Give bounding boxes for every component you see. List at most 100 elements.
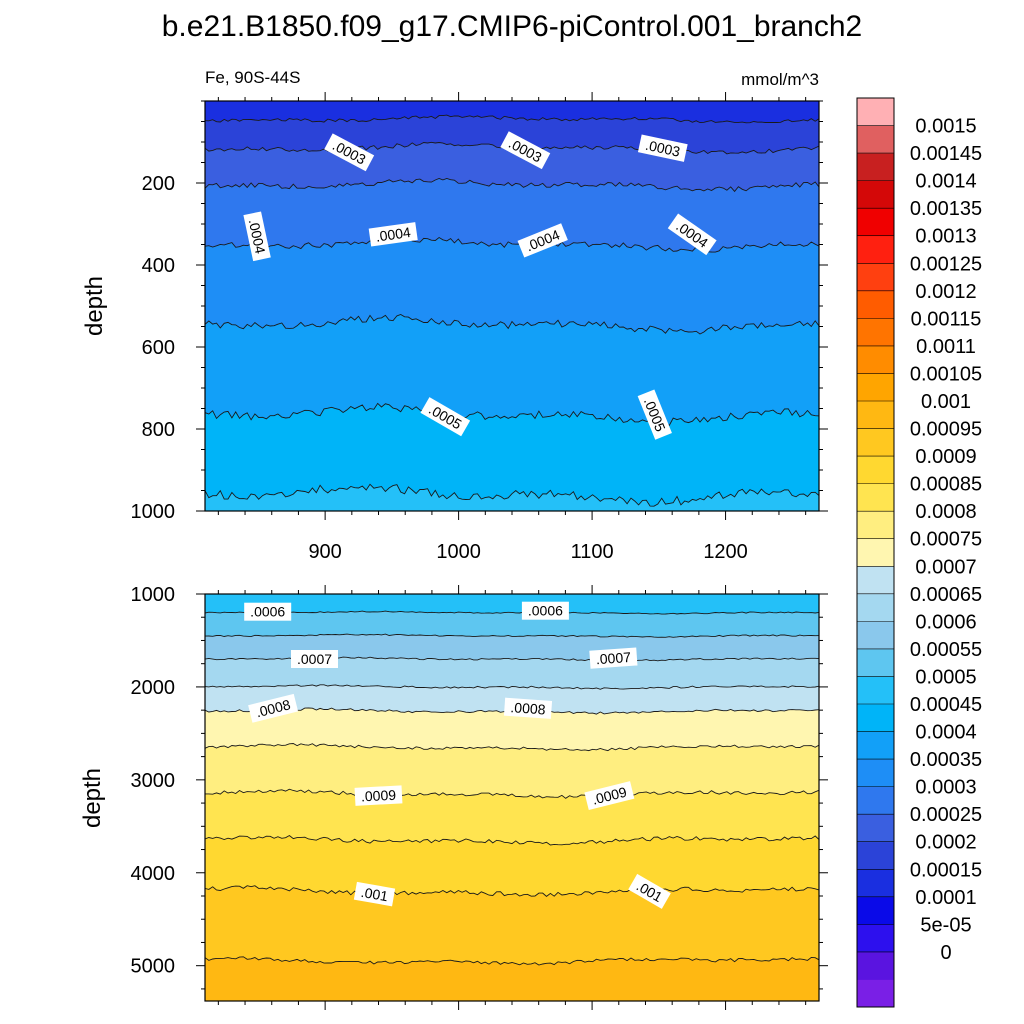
contour-line [205, 314, 819, 335]
y-tick-label: 200 [142, 173, 175, 195]
colorbar-label: 0.0002 [915, 832, 976, 854]
contour-label: .0006 [521, 601, 569, 620]
contour-line [205, 236, 819, 253]
colorbar-swatch [857, 290, 894, 319]
colorbar-swatch [857, 263, 894, 292]
contour-label-bg [368, 222, 418, 247]
contour-line [205, 483, 819, 507]
colorbar-swatch [857, 896, 894, 925]
y-tick-label: 800 [142, 419, 175, 441]
colorbar-label: 0.00085 [910, 474, 982, 496]
contour-line [205, 956, 819, 966]
colorbar-label: 0.00075 [910, 529, 982, 551]
colorbar-swatch [857, 951, 894, 980]
colorbar-swatch [857, 345, 894, 374]
panel-units-label: mmol/m^3 [741, 70, 819, 89]
contour-line [205, 834, 819, 846]
colorbar-swatch [857, 759, 894, 788]
axes-upper: 900 1000 1100 1200 200 400 600 800 1000 [131, 92, 828, 563]
contour-label-bg [354, 785, 403, 806]
colorbar-swatch [857, 924, 894, 953]
colorbar-swatch [857, 511, 894, 540]
contour-line [205, 178, 819, 193]
colorbar-label: 0.0006 [915, 611, 976, 633]
contour-label: .0003 [637, 134, 688, 162]
colorbar-label: 0.00055 [910, 639, 982, 661]
contour-line [205, 684, 819, 690]
colorbar-swatch [857, 786, 894, 815]
colorbar-swatch [857, 841, 894, 870]
x-tick-label: 1200 [703, 541, 748, 563]
contour-line [205, 114, 819, 124]
colorbar-swatch [857, 676, 894, 705]
colorbar-swatch [857, 621, 894, 650]
colorbar: 0.0015 0.00145 0.0014 0.00135 0.0013 0.00125 0… [856, 97, 982, 1008]
colorbar-swatch [857, 125, 894, 154]
contour-label: .0004 [368, 222, 418, 247]
panel-upper: Fe, 90S-44S mmol/m^3 depth .0003.0003.00… [81, 68, 828, 563]
contour-line [205, 743, 819, 752]
colorbar-label: 0.00115 [911, 308, 982, 330]
x-tick-label: 1000 [436, 541, 481, 563]
colorbar-swatch [857, 456, 894, 485]
colorbar-swatch [857, 373, 894, 402]
contour-label: .0006 [244, 602, 292, 621]
contour-label-bg [503, 697, 553, 719]
colorbar-swatch [857, 318, 894, 347]
colorbar-label: 0.00105 [910, 363, 982, 385]
contour-label-bg [244, 602, 292, 621]
colorbar-swatch [857, 869, 894, 898]
colorbar-label: 0.0005 [915, 666, 976, 688]
contour-label-bg [420, 397, 471, 437]
colorbar-label: 0.00045 [910, 694, 982, 716]
colorbar-label: 0.00035 [910, 749, 982, 771]
colorbar-label: 0.0004 [915, 722, 976, 744]
colorbar-label: 0.00095 [910, 419, 982, 441]
colorbar-label: 5e-05 [920, 914, 971, 936]
y-tick-label: 1000 [131, 501, 176, 523]
contour-label-bg [248, 693, 299, 723]
contour-label-bg [628, 873, 671, 909]
x-tick-label: 1100 [571, 541, 614, 563]
contour-lines-upper [205, 114, 819, 507]
contour-band [205, 956, 819, 1001]
contour-label-text: .0004 [375, 224, 412, 245]
colorbar-swatch [857, 153, 894, 182]
y-tick-label: 600 [142, 337, 175, 359]
chart-title: b.e21.B1850.f09_g17.CMIP6-piControl.001_… [162, 10, 863, 43]
colorbar-label: 0.00145 [910, 143, 982, 165]
x-tick-label: 900 [308, 541, 341, 563]
colorbar-swatch [857, 483, 894, 512]
y-tick-label: 2000 [131, 677, 176, 699]
contour-line [205, 402, 819, 426]
contour-label-bg [291, 650, 338, 668]
colorbar-swatch [857, 648, 894, 677]
contour-label: .0007 [291, 650, 338, 668]
contour-label: .0008 [503, 697, 553, 719]
colorbar-label: 0.0011 [916, 336, 976, 358]
colorbar-label: 0.001 [921, 391, 971, 413]
colorbar-label: 0.0009 [915, 446, 976, 468]
contour-label-text: .001 [360, 884, 390, 905]
y-axis-label-lower: depth [79, 768, 106, 828]
colorbar-label: 0.0003 [915, 777, 976, 799]
contour-label-bg [243, 211, 271, 262]
y-tick-label: 5000 [131, 956, 176, 978]
contour-label-bg [637, 389, 672, 440]
contour-label-bg [500, 131, 551, 170]
y-tick-label: 4000 [131, 863, 176, 885]
colorbar-swatch [857, 814, 894, 843]
colorbar-label: 0.0015 [915, 116, 976, 138]
contour-label-text: .0006 [528, 603, 563, 619]
contour-label-bg [353, 881, 396, 907]
colorbar-swatch [857, 566, 894, 595]
colorbar-swatch [857, 98, 894, 126]
colorbar-swatch [857, 401, 894, 429]
axes-lower: 1000 2000 3000 4000 5000 [131, 584, 828, 1010]
contour-label-bg [521, 601, 569, 620]
colorbar-label: 0.0007 [915, 556, 976, 578]
contour-label: .0007 [589, 647, 638, 669]
contour-label-bg [667, 213, 717, 256]
contour-label-bg [517, 223, 568, 258]
contour-label-bg [324, 133, 375, 172]
